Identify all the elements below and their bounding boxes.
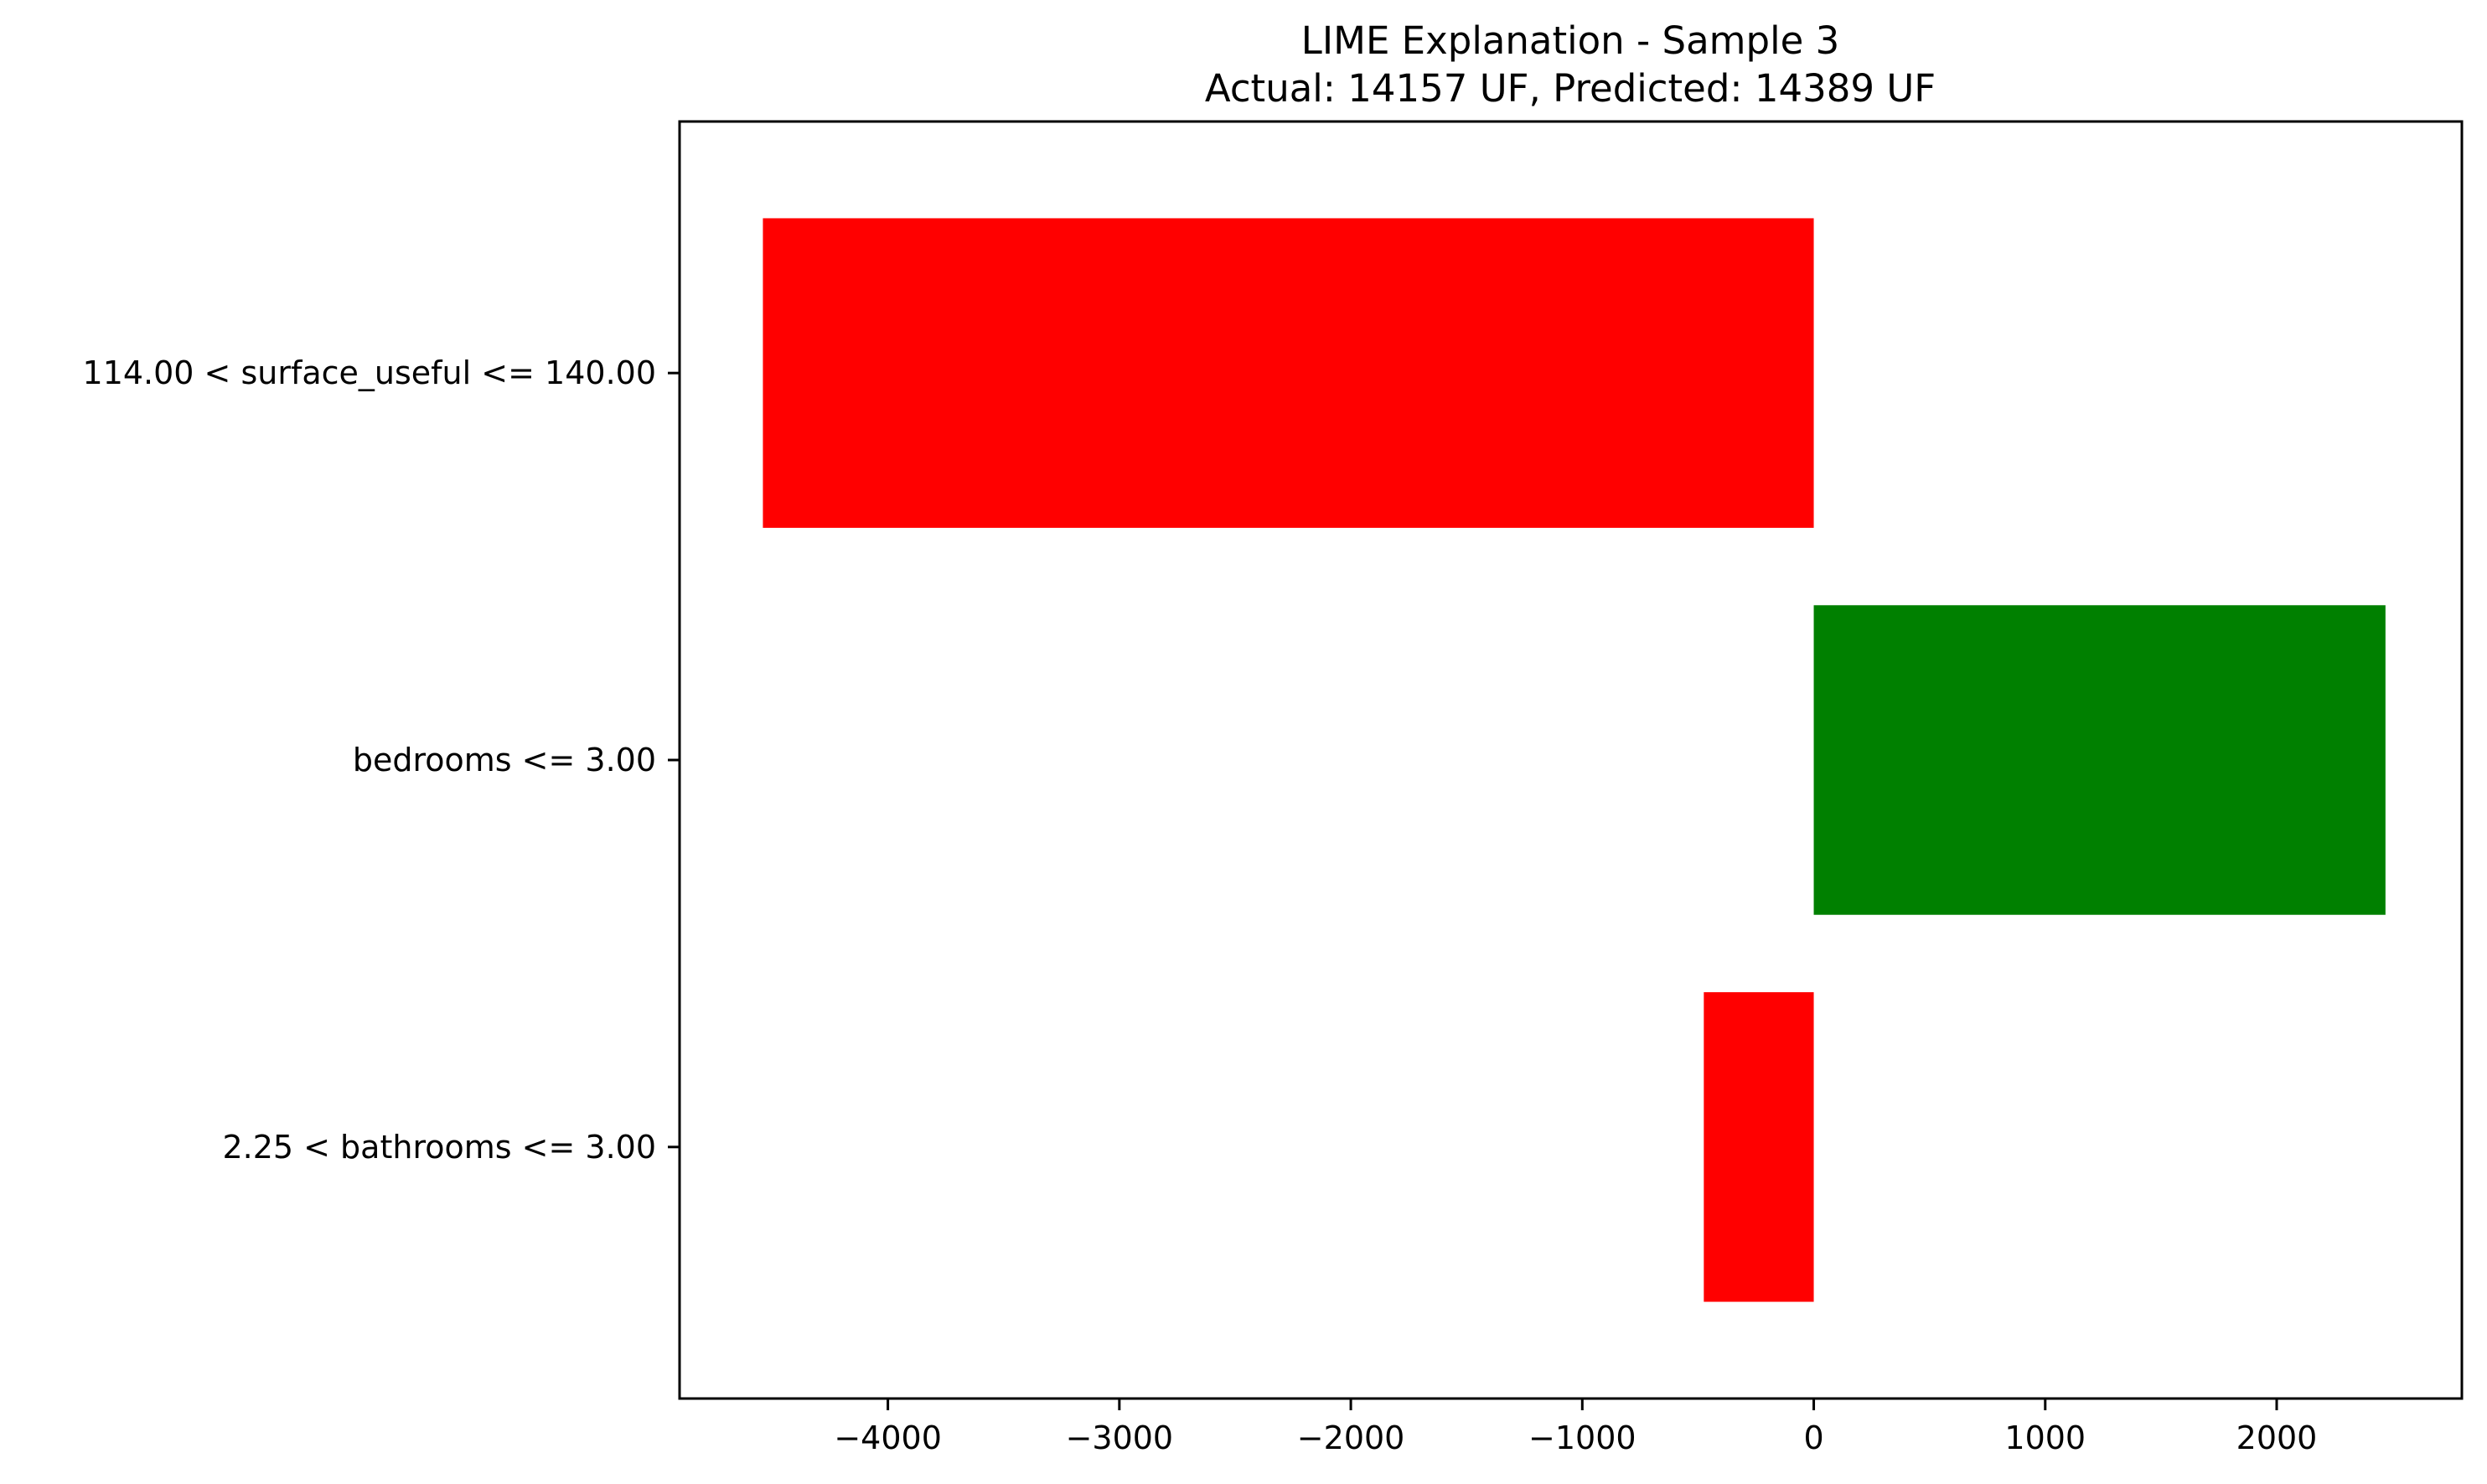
y-tick-label: bedrooms <= 3.00 [353, 742, 656, 778]
x-tick-label: 1000 [2004, 1419, 2086, 1456]
bar-1 [1813, 605, 2386, 915]
x-tick-label: −4000 [834, 1419, 942, 1456]
chart-subtitle: Actual: 14157 UF, Predicted: 14389 UF [1205, 66, 1936, 111]
x-tick-label: 0 [1803, 1419, 1823, 1456]
x-axis: −4000 −3000 −2000 −1000 0 1000 2000 [834, 1399, 2317, 1456]
chart-title: LIME Explanation - Sample 3 [1301, 18, 1839, 63]
plot-area-frame [678, 120, 2464, 1400]
x-tick-label: −1000 [1528, 1419, 1636, 1456]
y-axis: 114.00 < surface_useful <= 140.00 bedroom… [83, 354, 680, 1166]
bars-layer [763, 218, 2386, 1302]
bar-0 [763, 218, 1814, 528]
x-tick-label: −2000 [1297, 1419, 1405, 1456]
x-tick-label: 2000 [2236, 1419, 2318, 1456]
x-tick-label: −3000 [1066, 1419, 1174, 1456]
y-tick-label: 114.00 < surface_useful <= 140.00 [83, 354, 656, 391]
bar-2 [1704, 992, 1814, 1302]
y-tick-label: 2.25 < bathrooms <= 3.00 [222, 1129, 656, 1166]
